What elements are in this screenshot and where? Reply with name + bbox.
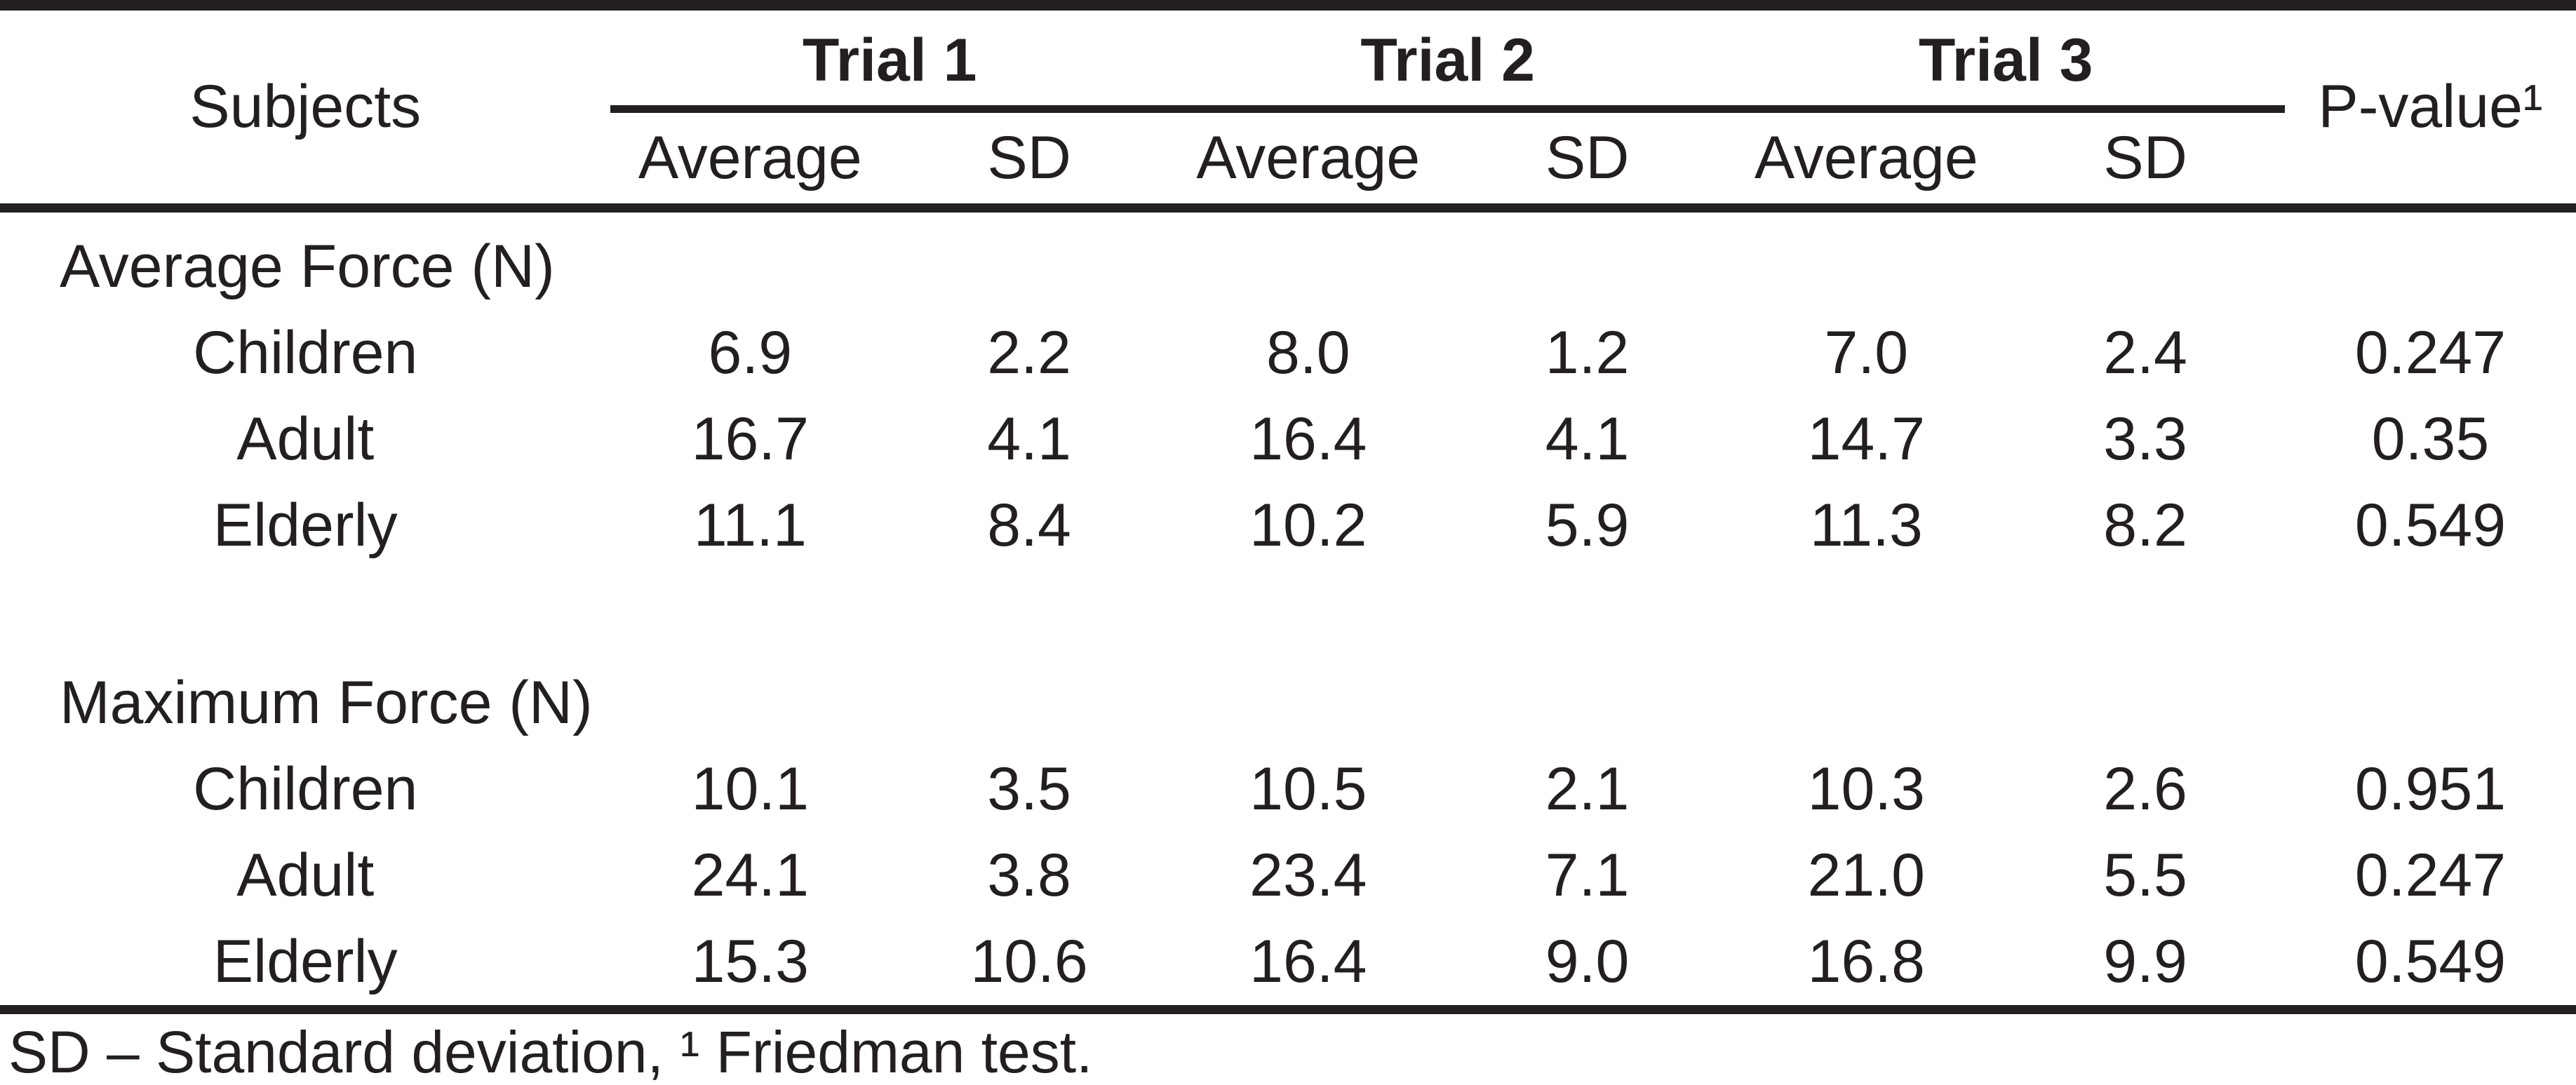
value-cell: 16.4 — [1249, 928, 1367, 996]
pvalue-cell: 0.35 — [2371, 405, 2490, 473]
value-cell: 2.4 — [2103, 319, 2187, 387]
value-cell: 11.3 — [1809, 492, 1923, 560]
table-row: Children 10.1 3.5 10.5 2.1 10.3 2.6 0.95… — [0, 746, 2576, 833]
subject-label: Children — [193, 319, 418, 387]
trial-header-row: Subjects Trial 1 Trial 2 Trial 3 P-value… — [0, 11, 2576, 213]
value-cell: 8.2 — [2103, 492, 2187, 560]
value-cell: 16.7 — [691, 405, 809, 473]
value-cell: 23.4 — [1249, 842, 1367, 910]
column-header-trial-1: Trial 1 — [610, 11, 1169, 113]
subject-label: Adult — [236, 405, 375, 473]
section-title-average-force: Average Force (N) — [60, 233, 555, 301]
value-cell: 3.8 — [987, 842, 1071, 910]
spacer-row — [0, 213, 2576, 224]
column-header-sd-3: SD — [2006, 113, 2285, 213]
value-cell: 5.9 — [1545, 492, 1630, 560]
pvalue-cell: 0.247 — [2354, 842, 2507, 910]
value-cell: 14.7 — [1807, 405, 1925, 473]
table-header: Subjects Trial 1 Trial 2 Trial 3 P-value… — [0, 11, 2576, 213]
pvalue-cell: 0.951 — [2354, 755, 2507, 823]
column-header-sd-1: SD — [890, 113, 1169, 213]
table-row: Adult 16.7 4.1 16.4 4.1 14.7 3.3 0.35 — [0, 396, 2576, 483]
value-cell: 2.2 — [987, 319, 1071, 387]
value-cell: 2.6 — [2103, 755, 2187, 823]
value-cell: 16.4 — [1249, 405, 1367, 473]
value-cell: 10.6 — [970, 928, 1088, 996]
pvalue-cell: 0.549 — [2354, 492, 2507, 560]
force-table: Subjects Trial 1 Trial 2 Trial 3 P-value… — [0, 0, 2576, 1014]
table-row: Elderly 15.3 10.6 16.4 9.0 16.8 9.9 0.54… — [0, 919, 2576, 1005]
table-row: Elderly 11.1 8.4 10.2 5.9 11.3 8.2 0.549 — [0, 483, 2576, 569]
subject-label: Adult — [236, 842, 375, 910]
pvalue-cell: 0.247 — [2354, 319, 2507, 387]
value-cell: 1.2 — [1545, 319, 1630, 387]
column-header-average-1: Average — [610, 113, 890, 213]
section-title-row: Maximum Force (N) — [0, 660, 2576, 746]
table-row: Children 6.9 2.2 8.0 1.2 7.0 2.4 0.247 — [0, 310, 2576, 396]
value-cell: 10.1 — [691, 755, 809, 823]
spacer-row — [0, 569, 2576, 660]
value-cell: 7.0 — [1824, 319, 1909, 387]
value-cell: 8.4 — [987, 492, 1071, 560]
section-title-row: Average Force (N) — [0, 224, 2576, 310]
value-cell: 16.8 — [1807, 928, 1925, 996]
value-cell: 7.1 — [1545, 842, 1630, 910]
column-header-trial-2: Trial 2 — [1168, 11, 1727, 113]
value-cell: 10.3 — [1807, 755, 1925, 823]
table-footnote: SD – Standard deviation, ¹ Friedman test… — [8, 1019, 1093, 1085]
subheader-row: Average SD Average SD Average SD — [0, 113, 2576, 213]
value-cell: 6.9 — [708, 319, 793, 387]
value-cell: 8.0 — [1266, 319, 1350, 387]
table-row: Adult 24.1 3.8 23.4 7.1 21.0 5.5 0.247 — [0, 833, 2576, 919]
value-cell: 11.1 — [693, 492, 807, 560]
column-header-subjects: Subjects — [0, 11, 611, 213]
value-cell: 2.1 — [1545, 755, 1630, 823]
value-cell: 5.5 — [2103, 842, 2187, 910]
column-header-pvalue: P-value¹ — [2284, 11, 2576, 213]
value-cell: 10.5 — [1249, 755, 1367, 823]
subject-label: Children — [193, 755, 418, 823]
value-cell: 3.5 — [987, 755, 1071, 823]
value-cell: 10.2 — [1249, 492, 1367, 560]
section-title-maximum-force: Maximum Force (N) — [60, 669, 593, 737]
subject-label: Elderly — [213, 928, 398, 996]
value-cell: 24.1 — [691, 842, 809, 910]
column-header-average-3: Average — [1726, 113, 2006, 213]
column-header-average-2: Average — [1168, 113, 1448, 213]
column-header-sd-2: SD — [1447, 113, 1727, 213]
pvalue-cell: 0.549 — [2354, 928, 2507, 996]
value-cell: 4.1 — [1545, 405, 1630, 473]
value-cell: 9.0 — [1545, 928, 1630, 996]
table-body: Average Force (N) Children 6.9 2.2 8.0 1… — [0, 213, 2576, 1005]
value-cell: 4.1 — [987, 405, 1071, 473]
value-cell: 3.3 — [2103, 405, 2187, 473]
value-cell: 15.3 — [691, 928, 809, 996]
column-header-trial-3: Trial 3 — [1726, 11, 2285, 113]
value-cell: 9.9 — [2103, 928, 2187, 996]
subject-label: Elderly — [213, 492, 398, 560]
value-cell: 21.0 — [1807, 842, 1925, 910]
